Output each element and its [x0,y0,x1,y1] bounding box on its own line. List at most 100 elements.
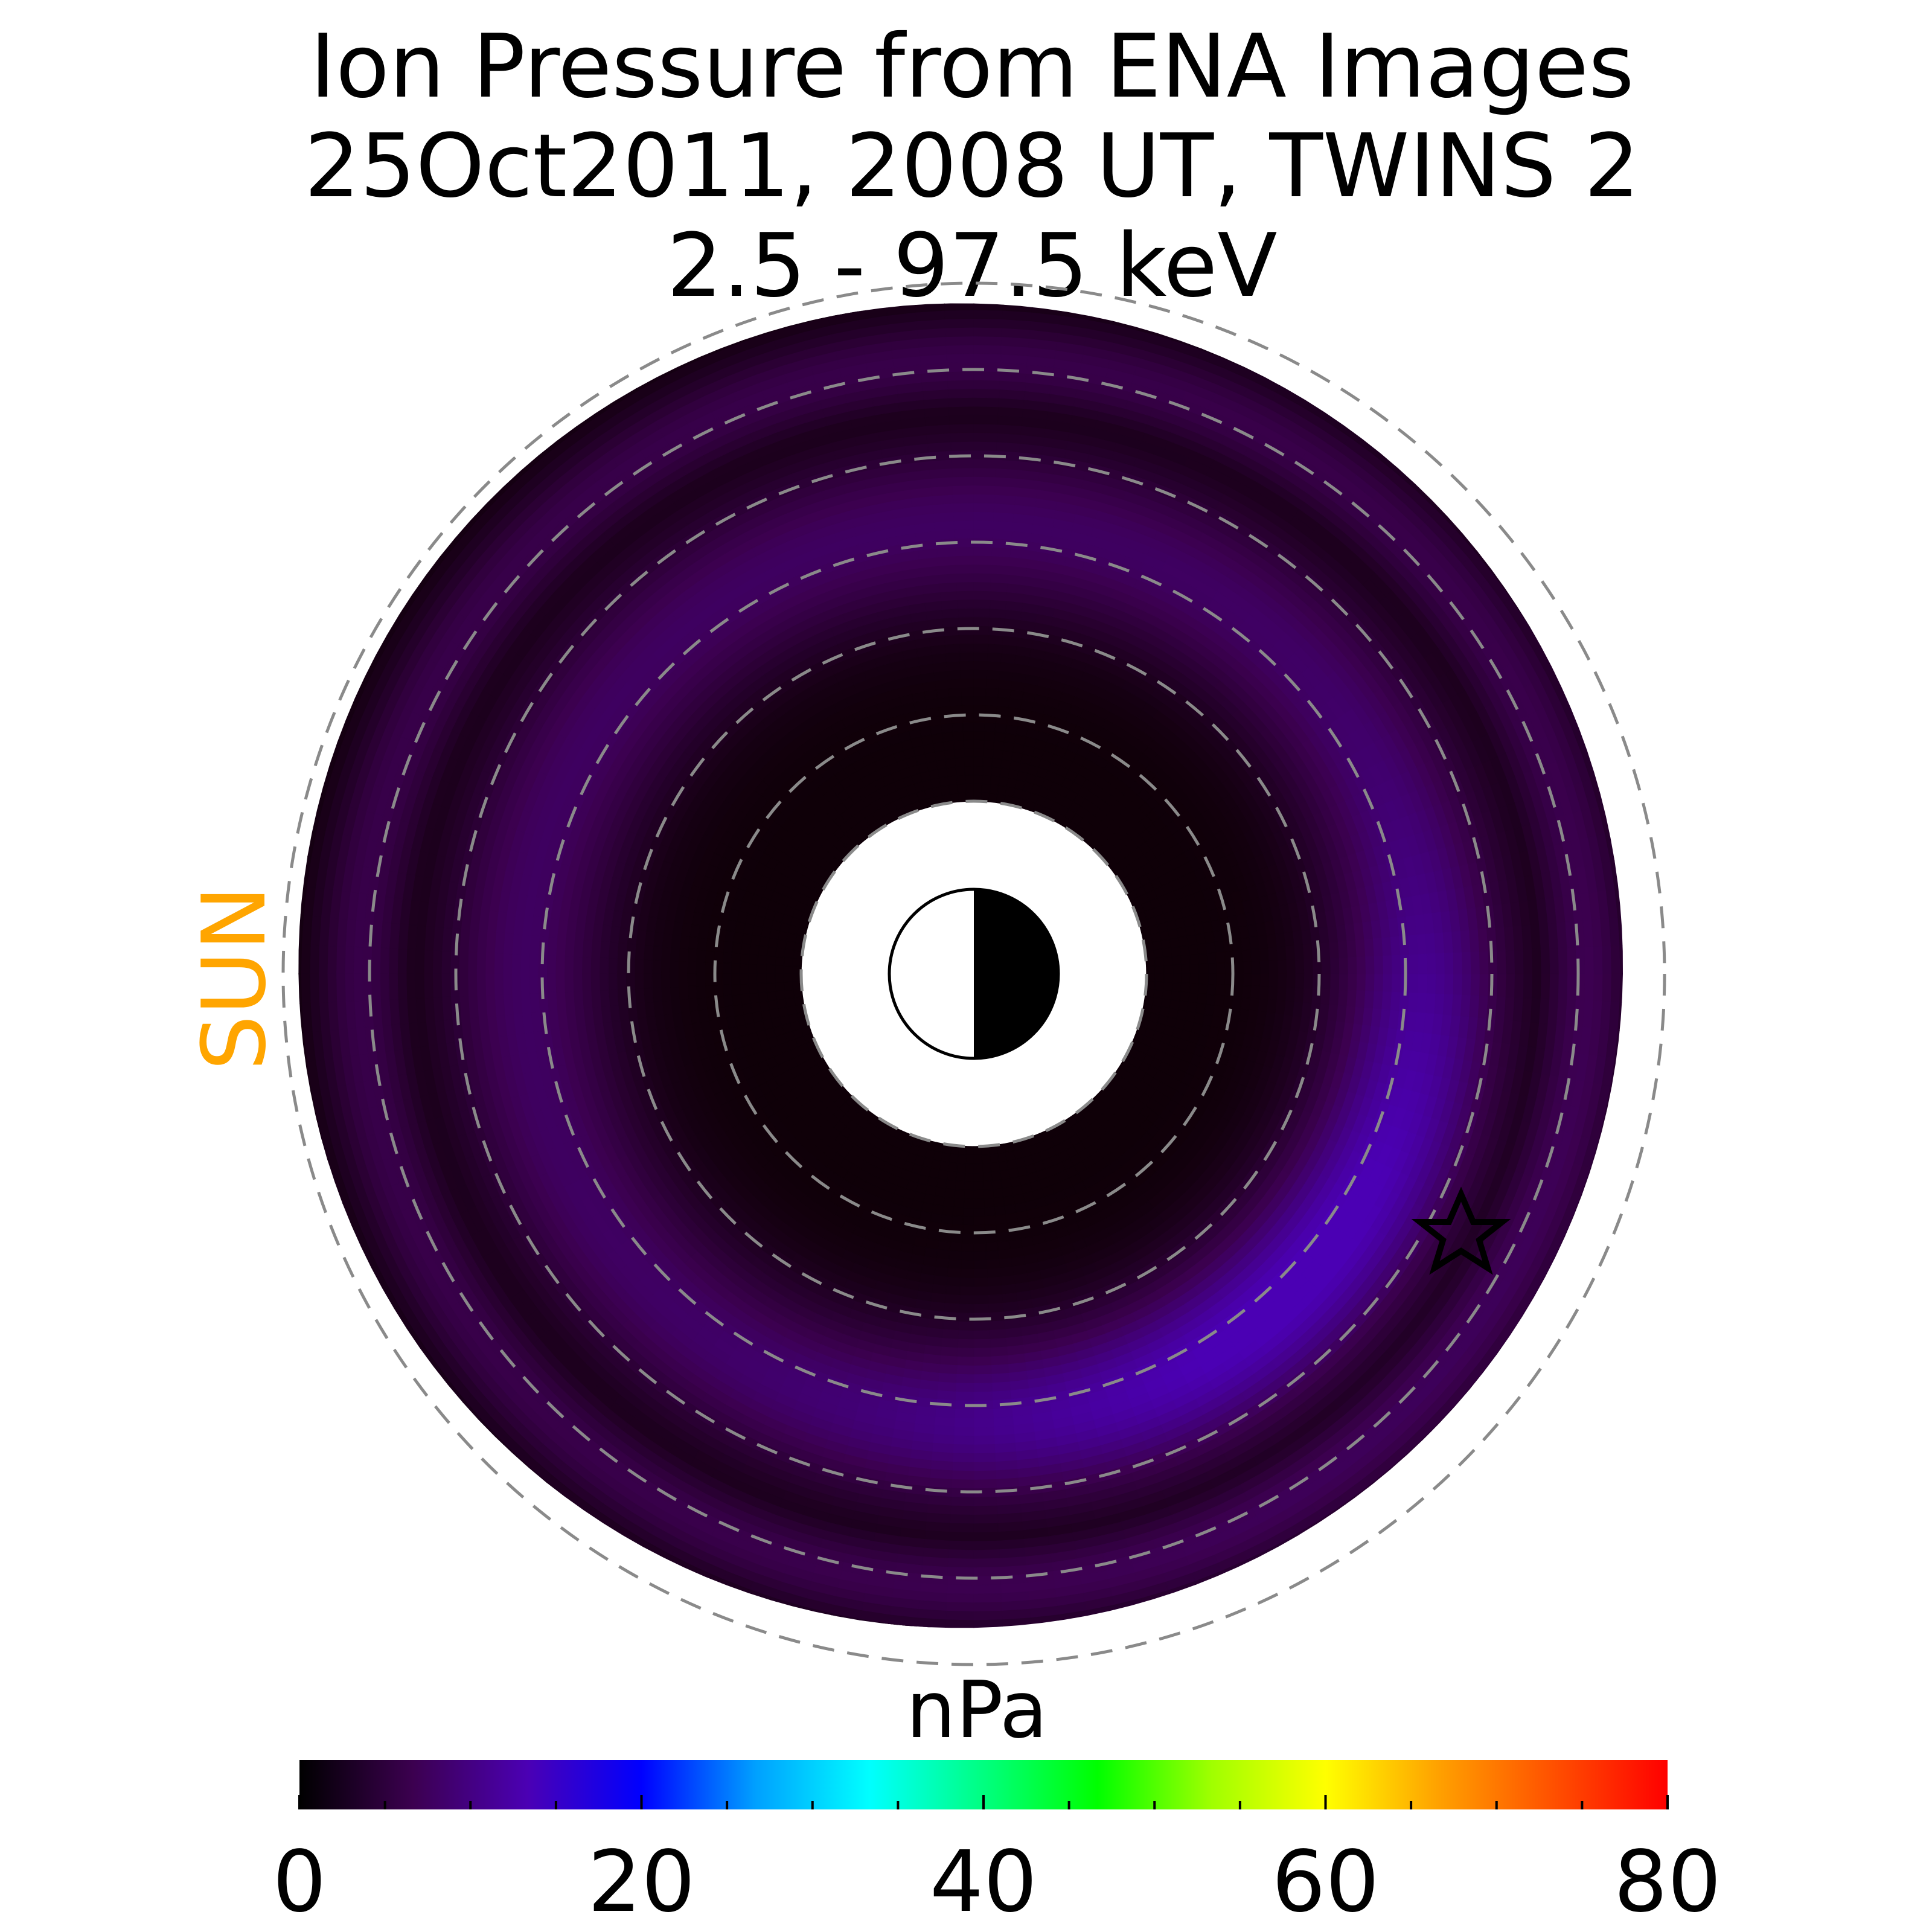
pressure-cell [960,1259,974,1270]
pressure-cell [973,1198,985,1209]
pressure-cell [749,944,760,956]
pressure-cell [941,1337,959,1349]
pressure-cell [953,1189,965,1200]
pressure-cell [944,1302,960,1314]
pressure-cell [1207,973,1217,985]
pressure-cell [991,564,1010,575]
pressure-cell [985,1250,1000,1261]
pressure-cell [947,1259,962,1270]
pressure-cell [993,1416,1014,1428]
pressure-cell [572,990,584,1009]
pressure-cell [938,1372,957,1384]
pressure-cell [942,1320,959,1331]
pressure-cell [987,643,1003,654]
pressure-cell [661,946,671,961]
pressure-cell [964,1181,974,1191]
pressure-cell [997,696,1011,708]
pressure-cell [792,958,802,967]
pressure-cell [1364,990,1375,1009]
pressure-cell [964,766,974,776]
pressure-cell [990,581,1009,593]
pressure-cell [973,1189,984,1200]
pressure-cell [953,520,974,530]
pressure-cell [960,1268,974,1279]
pressure-cell [784,989,795,999]
pressure-cell [783,965,793,974]
pressure-cell [774,973,784,984]
pressure-cell [686,948,697,962]
pressure-cell [994,731,1006,743]
pressure-cell [1171,982,1182,993]
pressure-cell [581,973,592,991]
pressure-cell [528,954,539,974]
pressure-cell [973,739,985,749]
pressure-cell [989,784,999,795]
pressure-cell [933,1416,955,1428]
pressure-cell [581,939,593,958]
pressure-map [298,303,1623,1628]
pressure-cell [973,546,993,557]
pressure-cell [546,973,557,993]
pressure-cell [1356,956,1367,974]
pressure-cell [990,572,1009,584]
pressure-cell [991,555,1011,566]
pressure-cell [731,994,743,1006]
pressure-cell [988,1320,1006,1331]
pressure-cell [1409,973,1419,994]
pressure-cell [965,1146,974,1156]
pressure-cell [528,973,539,994]
pressure-cell [1302,988,1314,1004]
pressure-cell [1188,992,1199,1004]
pressure-cell [962,721,974,732]
pressure-cell [616,988,628,1006]
pressure-cell [1294,987,1305,1003]
pressure-cell [994,723,1008,734]
pressure-cell [775,982,785,992]
pressure-cell [955,555,974,565]
pressure-cell [973,563,993,574]
pressure-cell [1348,956,1358,974]
pressure-cell [651,945,663,961]
pressure-cell [944,634,960,645]
pressure-cell [959,660,974,671]
pressure-cell [766,955,776,966]
pressure-cell [959,1277,974,1288]
pressure-cell [1198,973,1209,985]
pressure-cell [616,973,627,990]
pressure-cell [572,973,583,992]
pressure-cell [950,704,963,715]
pressure-cell [973,660,988,671]
pressure-cell [1320,942,1331,959]
pressure-cell [756,955,767,965]
pressure-cell [985,1233,998,1244]
pressure-cell [1381,991,1393,1011]
pressure-cell [651,959,662,974]
pressure-cell [973,783,983,793]
pressure-cell [973,774,984,784]
pressure-cell [1189,953,1200,965]
pressure-cell [1172,973,1182,984]
pressure-cell [973,1277,988,1288]
pressure-cell [1232,938,1243,952]
pressure-cell [634,958,644,974]
pressure-cell [990,1162,1000,1173]
pressure-cell [1160,939,1172,950]
pressure-cell [766,973,776,984]
pressure-cell [1162,947,1173,958]
pressure-cell [1171,946,1182,957]
pressure-cell [696,937,708,951]
pressure-cell [756,982,767,993]
pressure-cell [776,998,787,1009]
pressure-cell [1163,982,1173,992]
pressure-cell [945,1179,956,1190]
pressure-cell [973,1303,990,1314]
pressure-cell [1163,973,1174,984]
pressure-cell [1346,990,1357,1008]
pressure-cell [1302,944,1314,960]
pressure-cell [986,669,1001,680]
pressure-cell [939,581,958,593]
pressure-cell [1407,992,1419,1013]
polar-map [281,281,1666,1666]
pressure-cell [983,1198,995,1209]
